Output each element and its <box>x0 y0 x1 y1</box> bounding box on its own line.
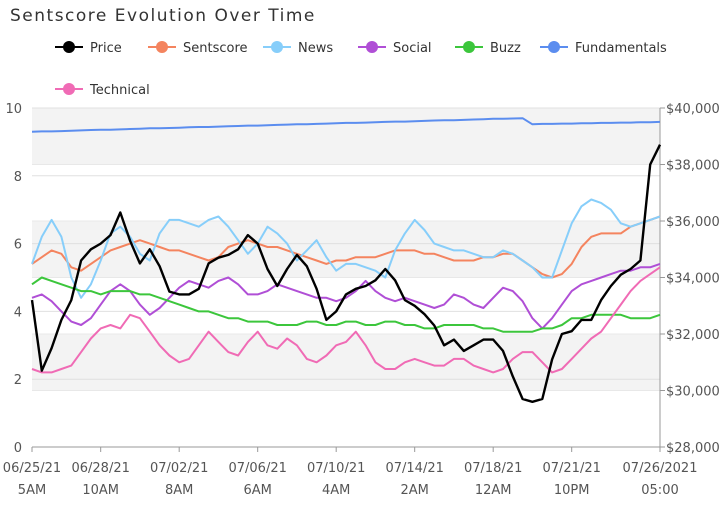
y-tick-label: 10 <box>5 102 22 117</box>
x-tick-label: 07/02/21 8AM <box>150 461 208 498</box>
x-tick-label: 07/10/21 4AM <box>307 461 365 498</box>
x-tick-label: 07/26/2021 05:00 <box>623 461 698 498</box>
legend-marker <box>463 41 475 53</box>
legend-marker <box>63 41 75 53</box>
legend-marker <box>548 41 560 53</box>
legend-marker <box>271 41 283 53</box>
y2-tick-label: $36,000 <box>666 215 720 230</box>
legend-text: Buzz <box>490 41 521 56</box>
series-line <box>31 117 661 133</box>
y2-tick-label: $32,000 <box>666 328 720 343</box>
x-tick-label: 07/06/21 6AM <box>228 461 286 498</box>
legend-marker <box>63 83 75 95</box>
legend-marker <box>366 41 378 53</box>
y2-tick-label: $30,000 <box>666 385 720 400</box>
series-line <box>31 262 661 330</box>
legend-text: Fundamentals <box>575 41 667 56</box>
legend-text: Technical <box>89 83 150 98</box>
legend-text: Sentscore <box>183 41 248 56</box>
bands <box>32 108 660 391</box>
y-tick-label: 4 <box>14 305 22 320</box>
series-line <box>31 215 661 279</box>
x-tick-label: 07/21/21 10PM <box>542 461 600 498</box>
x-tick-label: 07/18/21 12AM <box>464 461 522 498</box>
series-line <box>30 144 662 403</box>
series-line <box>31 266 661 374</box>
chart-title: Sentscore Evolution Over Time <box>10 6 316 26</box>
y-tick-label: 2 <box>14 373 22 388</box>
x-tick-label: 06/28/21 10AM <box>71 461 129 498</box>
grid-band <box>32 334 660 391</box>
legend-text: News <box>298 41 333 56</box>
y-tick-label: 6 <box>14 238 22 253</box>
x-tick-label: 07/14/21 2AM <box>385 461 443 498</box>
y-tick-label: 8 <box>14 170 22 185</box>
legend-text: Price <box>90 41 122 56</box>
y2-tick-label: $28,000 <box>666 441 720 456</box>
legend-text: Social <box>393 41 432 56</box>
x-tick-label: 06/25/21 5AM <box>3 461 61 498</box>
y2-tick-label: $38,000 <box>666 159 720 174</box>
grid-band <box>32 108 660 165</box>
series-line <box>31 276 661 333</box>
y2-tick-label: $34,000 <box>666 272 720 287</box>
y-tick-label: 0 <box>14 441 22 456</box>
series-line <box>31 198 661 299</box>
legend-marker <box>156 41 168 53</box>
y2-tick-label: $40,000 <box>666 102 720 117</box>
